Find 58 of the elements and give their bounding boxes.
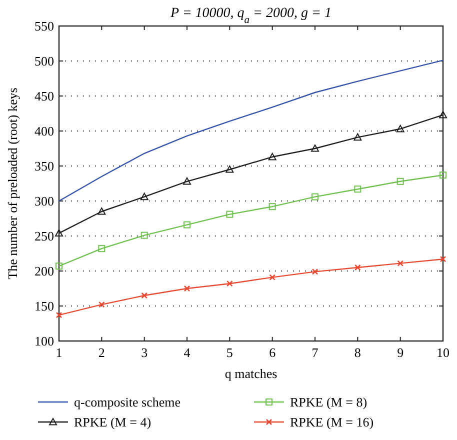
point <box>55 229 63 236</box>
point <box>98 245 106 252</box>
x-tick-label: 1 <box>56 345 62 360</box>
legend-label: RPKE (M = 8) <box>290 394 368 410</box>
point <box>184 285 190 292</box>
point <box>269 274 276 280</box>
point <box>396 178 404 185</box>
y-tick-label: 150 <box>34 298 54 314</box>
x-tick-label: 9 <box>397 345 404 360</box>
y-tick-label: 450 <box>34 88 54 104</box>
x-tick-label: 7 <box>312 345 319 360</box>
x-tick-label: 4 <box>184 345 191 360</box>
point <box>268 152 276 160</box>
x-tick-label: 5 <box>226 345 233 360</box>
point <box>183 177 191 185</box>
point <box>439 110 447 118</box>
y-tick-label: 300 <box>34 194 54 208</box>
point <box>312 193 318 200</box>
point <box>226 166 234 173</box>
point <box>56 312 62 318</box>
point <box>440 172 446 179</box>
point <box>354 133 362 141</box>
x-tick-label: 6 <box>269 345 276 360</box>
x-axis-title: q matches <box>224 366 278 381</box>
y-tick-label: 400 <box>34 124 54 138</box>
x-tick-label: 3 <box>141 345 148 360</box>
y-tick-label: 500 <box>34 54 54 68</box>
point <box>440 256 446 262</box>
point <box>140 192 148 200</box>
point <box>140 232 148 239</box>
x-tick-label: 8 <box>354 345 361 360</box>
point <box>268 203 276 210</box>
point <box>184 221 190 228</box>
chart-title: P = 10000, q$_{a}$ = 2000, g = 1 <box>170 6 332 26</box>
point <box>98 301 105 308</box>
y-tick-label: 100 <box>34 334 54 348</box>
y-axis-title: The number of preloaded (root) keys <box>5 88 20 280</box>
point <box>354 264 361 271</box>
line-series <box>58 60 444 202</box>
point <box>226 210 234 218</box>
point <box>312 268 318 275</box>
legend-label: RPKE (M = 4) <box>74 414 152 430</box>
x-tick-label: 10 <box>436 345 450 360</box>
point <box>354 186 362 193</box>
y-tick-label: 250 <box>34 228 54 244</box>
point <box>56 262 62 270</box>
point <box>98 208 106 215</box>
legend-label: q-composite scheme <box>74 394 181 410</box>
point <box>226 280 233 287</box>
point <box>397 260 404 266</box>
y-tick-label: 350 <box>34 158 54 174</box>
legend-label: RPKE (M = 16) <box>290 414 374 430</box>
y-tick-label: 200 <box>34 264 54 278</box>
x-tick-label: 2 <box>98 345 105 360</box>
point <box>311 144 319 152</box>
y-tick-label: 550 <box>34 18 54 34</box>
point <box>141 292 148 299</box>
point <box>396 124 404 132</box>
